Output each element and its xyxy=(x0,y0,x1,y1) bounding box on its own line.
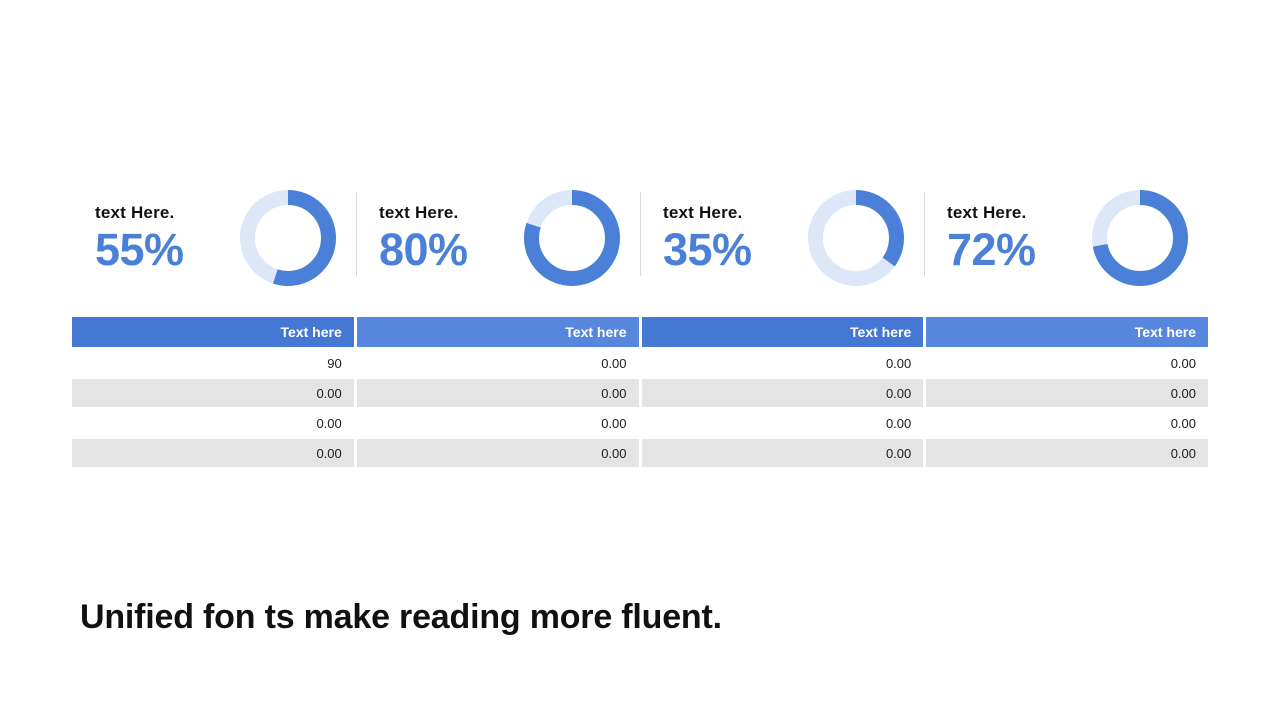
table-row: 0.00 0.00 0.00 0.00 xyxy=(72,409,1208,437)
stat-value: 72% xyxy=(947,223,1036,275)
slide-caption: Unified fon ts make reading more fluent. xyxy=(80,598,722,636)
table-cell: 0.00 xyxy=(72,409,354,437)
stat-text-3: text Here. 35% xyxy=(663,203,752,275)
stat-label: text Here. xyxy=(95,203,175,223)
stat-value: 80% xyxy=(379,223,468,275)
table-cell: 0.00 xyxy=(641,439,924,467)
stat-label: text Here. xyxy=(947,203,1027,223)
donut-chart-80-icon xyxy=(524,190,620,286)
table-header-cell: Text here xyxy=(356,317,639,347)
table-cell: 0.00 xyxy=(356,379,639,407)
stat-text-1: text Here. 55% xyxy=(95,203,184,275)
table-cell: 0.00 xyxy=(356,409,639,437)
data-table: Text here Text here Text here Text here … xyxy=(69,315,1211,469)
table-cell: 0.00 xyxy=(926,379,1208,407)
stat-value: 55% xyxy=(95,223,184,275)
table-header-cell: Text here xyxy=(72,317,354,347)
table-cell: 0.00 xyxy=(926,349,1208,377)
table-cell: 0.00 xyxy=(641,409,924,437)
stat-block-2: text Here. 80% xyxy=(356,186,640,290)
donut-chart-35-icon xyxy=(808,190,904,286)
table-cell: 0.00 xyxy=(72,379,354,407)
table-header-cell: Text here xyxy=(641,317,924,347)
stat-text-2: text Here. 80% xyxy=(379,203,468,275)
table-cell: 0.00 xyxy=(356,439,639,467)
table-cell: 0.00 xyxy=(926,409,1208,437)
stat-label: text Here. xyxy=(379,203,459,223)
table-cell: 0.00 xyxy=(926,439,1208,467)
stat-block-4: text Here. 72% xyxy=(924,186,1208,290)
table-cell: 0.00 xyxy=(641,379,924,407)
table-cell: 0.00 xyxy=(72,439,354,467)
stat-value: 35% xyxy=(663,223,752,275)
table-header-row: Text here Text here Text here Text here xyxy=(72,317,1208,347)
stats-row: text Here. 55% text Here. 80% text Here.… xyxy=(72,186,1208,290)
stat-label: text Here. xyxy=(663,203,743,223)
donut-chart-55-icon xyxy=(240,190,336,286)
stat-block-3: text Here. 35% xyxy=(640,186,924,290)
stat-block-1: text Here. 55% xyxy=(72,186,356,290)
table-cell: 0.00 xyxy=(356,349,639,377)
donut-chart-72-icon xyxy=(1092,190,1188,286)
table-cell: 0.00 xyxy=(641,349,924,377)
table-cell: 90 xyxy=(72,349,354,377)
table-row: 0.00 0.00 0.00 0.00 xyxy=(72,379,1208,407)
table-row: 0.00 0.00 0.00 0.00 xyxy=(72,439,1208,467)
table-header-cell: Text here xyxy=(926,317,1208,347)
stat-text-4: text Here. 72% xyxy=(947,203,1036,275)
table-row: 90 0.00 0.00 0.00 xyxy=(72,349,1208,377)
